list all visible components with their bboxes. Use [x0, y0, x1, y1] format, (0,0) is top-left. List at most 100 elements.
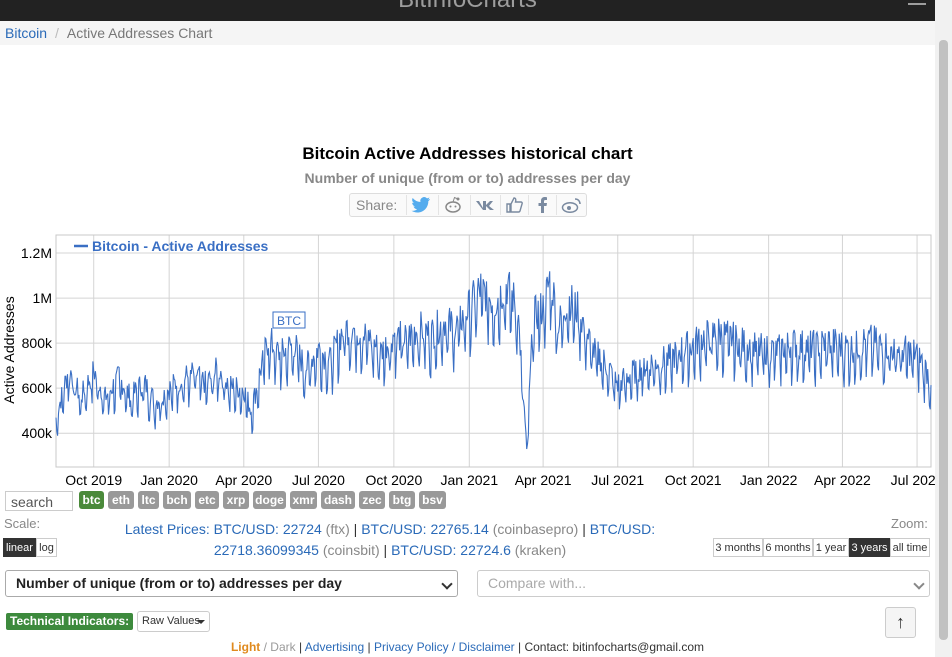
coin-tag-btg[interactable]: btg — [389, 491, 415, 509]
coin-tag-xrp[interactable]: xrp — [223, 491, 249, 509]
compare-select[interactable]: Compare with... — [477, 570, 930, 597]
coin-search-input[interactable]: search — [5, 491, 73, 511]
metric-select[interactable]: Number of unique (from or to) addresses … — [5, 570, 458, 597]
chevron-down-icon — [913, 578, 925, 590]
raw-values-dropdown[interactable]: Raw Values — [137, 611, 210, 632]
zoom-label: Zoom: — [891, 516, 928, 531]
contact-email[interactable]: Contact: bitinfocharts@gmail.com — [524, 640, 705, 654]
footer-separator: | — [364, 640, 374, 654]
zoom-6-months-button[interactable]: 6 months — [763, 538, 813, 557]
legend-entry[interactable]: Bitcoin - Active Addresses — [92, 238, 269, 254]
raw-values-label: Raw Values — [142, 615, 200, 627]
chevron-down-icon — [441, 578, 453, 590]
price-separator: | — [582, 521, 586, 537]
price-value-4[interactable]: 22724.6 — [460, 542, 511, 558]
price-value-2[interactable]: 22765.14 — [430, 521, 489, 537]
y-tick-label: 1.2M — [21, 245, 52, 261]
hamburger-menu-icon[interactable] — [908, 0, 926, 10]
vk-icon[interactable] — [470, 195, 499, 215]
x-tick-label: Apr 2021 — [515, 472, 572, 488]
coin-tag-doge[interactable]: doge — [253, 491, 286, 509]
coin-tag-dash[interactable]: dash — [321, 491, 355, 509]
chart-subtitle: Number of unique (from or to) addresses … — [304, 170, 631, 186]
footer-separator: | — [295, 640, 305, 654]
x-tick-label: Oct 2020 — [365, 472, 422, 488]
scale-log-button[interactable]: log — [36, 538, 57, 557]
prices-label: Latest Prices: — [124, 521, 210, 537]
y-tick-label: 800k — [22, 335, 53, 351]
coin-tag-bsv[interactable]: bsv — [419, 491, 446, 509]
breadcrumb-current: Active Addresses Chart — [66, 25, 213, 41]
zoom-3-years-button[interactable]: 3 years — [849, 538, 890, 557]
back-to-top-button[interactable]: ↑ — [885, 607, 916, 638]
coin-tag-bch[interactable]: bch — [163, 491, 191, 509]
y-tick-label: 600k — [22, 380, 53, 396]
metric-select-value: Number of unique (from or to) addresses … — [16, 575, 342, 591]
price-separator: | — [353, 521, 358, 537]
coin-tag-zec[interactable]: zec — [359, 491, 385, 509]
like-icon[interactable] — [500, 195, 529, 215]
scale-label: Scale: — [4, 516, 41, 531]
x-tick-label: Jan 2020 — [140, 472, 198, 488]
coin-tag-xmr[interactable]: xmr — [290, 491, 317, 509]
coin-tag-btc[interactable]: btc — [79, 491, 104, 509]
share-bar: Share: — [349, 193, 587, 217]
price-pair-1[interactable]: BTC/USD: — [213, 521, 279, 537]
breadcrumb: Bitcoin / Active Addresses Chart — [0, 21, 935, 45]
top-navbar: BitInfoCharts — [0, 0, 952, 21]
x-tick-label: Jul 2020 — [292, 472, 345, 488]
share-label: Share: — [356, 197, 398, 213]
theme-dark-link[interactable]: Dark — [270, 640, 296, 654]
series-line-active-addresses — [55, 271, 932, 450]
btc-annotation-label: BTC — [277, 314, 301, 328]
x-tick-label: Apr 2020 — [215, 472, 272, 488]
weibo-icon[interactable] — [556, 195, 585, 215]
zoom-all-time-button[interactable]: all time — [890, 538, 930, 557]
price-pair-2[interactable]: BTC/USD: — [361, 521, 427, 537]
price-value-1[interactable]: 22724 — [282, 521, 322, 537]
compare-select-placeholder: Compare with... — [488, 575, 587, 591]
x-tick-label: Jan 2021 — [441, 472, 499, 488]
price-separator: | — [383, 542, 388, 558]
coin-tag-ltc[interactable]: ltc — [138, 491, 159, 509]
price-exchange-2: (coinbasepro) — [492, 521, 579, 537]
breadcrumb-home-link[interactable]: Bitcoin — [5, 25, 48, 41]
zoom-3-months-button[interactable]: 3 months — [713, 538, 763, 557]
coin-tag-eth[interactable]: eth — [108, 491, 134, 509]
scrollbar-thumb[interactable] — [939, 40, 948, 640]
price-pair-4[interactable]: BTC/USD: — [391, 542, 457, 558]
zoom-1-year-button[interactable]: 1 year — [813, 538, 849, 557]
page-scrollbar[interactable] — [935, 0, 952, 657]
twitter-icon[interactable] — [406, 195, 435, 215]
x-tick-label: Jan 2022 — [740, 472, 798, 488]
x-tick-label: Jul 2022 — [891, 472, 935, 488]
technical-indicators-label: Technical Indicators: — [6, 613, 134, 630]
x-tick-label: Jul 2021 — [591, 472, 644, 488]
price-exchange-3: (coinsbit) — [322, 542, 380, 558]
btc-annotation-box — [272, 311, 306, 329]
breadcrumb-separator: / — [55, 25, 59, 41]
footer: Light / Dark | Advertising | Privacy Pol… — [0, 640, 935, 654]
latest-prices: Latest Prices: BTC/USD: 22724 (ftx) | BT… — [110, 519, 670, 561]
theme-light-link[interactable]: Light — [230, 640, 261, 654]
footer-slash: / — [260, 640, 271, 654]
plot-area — [55, 234, 932, 468]
advertising-link[interactable]: Advertising — [304, 640, 365, 654]
y-tick-label: 400k — [22, 425, 53, 441]
price-pair-3[interactable]: BTC/USD: — [589, 521, 656, 537]
y-axis-label: Active Addresses — [1, 296, 17, 403]
reddit-icon[interactable] — [438, 195, 467, 215]
facebook-icon[interactable] — [528, 195, 557, 215]
privacy-policy-link[interactable]: Privacy Policy / Disclaimer — [373, 640, 515, 654]
y-tick-label: 1M — [33, 290, 52, 306]
price-exchange-1: (ftx) — [325, 521, 350, 537]
active-addresses-chart[interactable]: 400k 600k 800k 1M 1.2M Oct 2019 Jan 2020 Apr 2… — [0, 230, 935, 492]
brand-logo[interactable]: BitInfoCharts — [0, 0, 935, 14]
x-tick-label: Oct 2021 — [665, 472, 722, 488]
coin-tag-etc[interactable]: etc — [195, 491, 219, 509]
x-tick-label: Apr 2022 — [814, 472, 871, 488]
scale-linear-button[interactable]: linear — [3, 538, 36, 557]
price-exchange-4: (kraken) — [514, 542, 567, 558]
footer-separator: | — [514, 640, 525, 654]
price-value-3[interactable]: 22718.36099345 — [213, 542, 319, 558]
